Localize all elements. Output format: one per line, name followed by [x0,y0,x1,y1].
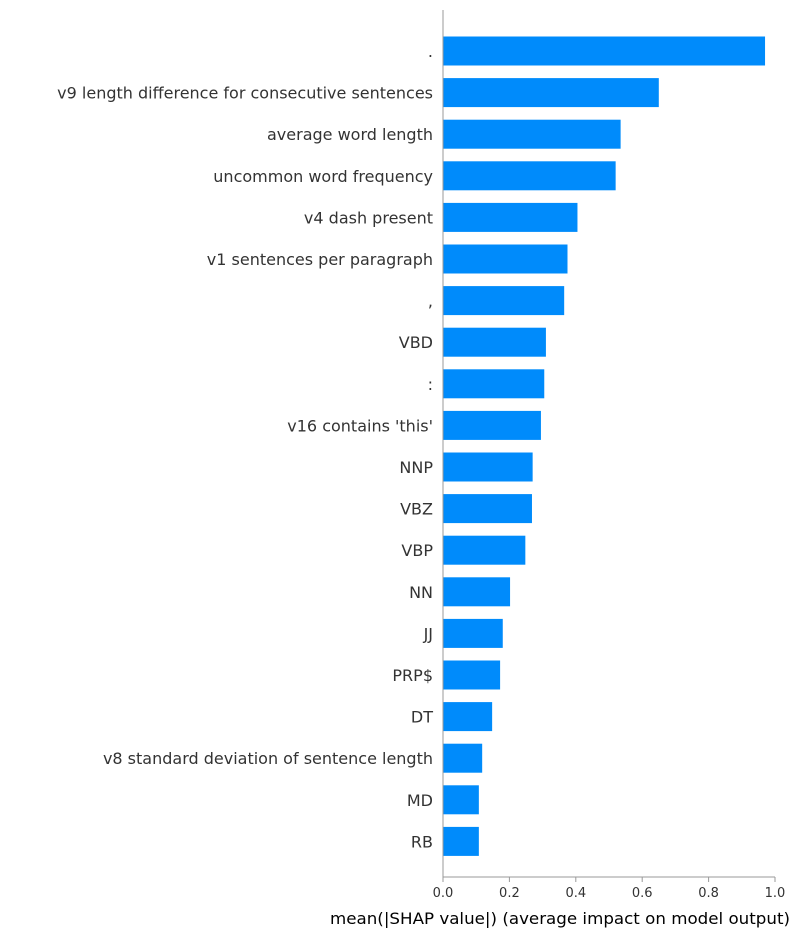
bar [443,826,479,856]
category-label: VBP [401,541,433,560]
bar [443,577,511,607]
category-label: VBZ [400,500,433,519]
category-label: v1 sentences per paragraph [207,250,433,269]
bar [443,161,616,191]
category-label: , [428,292,433,311]
category-label: VBD [399,333,433,352]
bar [443,410,541,440]
category-label: MD [407,791,433,810]
category-label: uncommon word frequency [213,167,433,186]
x-tick-label: 0.8 [698,886,719,901]
x-tick-label: 1.0 [765,886,786,901]
bar [443,660,501,690]
bars-group [443,36,766,856]
x-axis-title: mean(|SHAP value|) (average impact on mo… [330,909,790,928]
x-tick-label: 0.4 [565,886,586,901]
bar [443,618,503,648]
bar [443,494,532,524]
bar [443,78,659,108]
bar [443,452,533,482]
bar [443,702,493,732]
category-labels: . v9 length difference for consecutive se… [57,42,433,851]
category-label: : [428,375,433,394]
category-label: DT [411,708,433,727]
x-tick-label: 0.0 [433,886,454,901]
bar [443,743,483,773]
bar [443,535,526,565]
bar [443,785,479,815]
x-ticks: 0.0 0.2 0.4 0.6 0.8 1.0 [433,877,786,901]
category-label: PRP$ [392,666,433,685]
category-label: RB [411,832,433,851]
x-tick-label: 0.2 [499,886,520,901]
bar [443,202,578,232]
x-tick-label: 0.6 [632,886,653,901]
bar [443,119,621,149]
bar [443,327,546,357]
bar [443,369,545,399]
category-label: average word length [267,125,433,144]
bar [443,286,565,316]
category-label: v8 standard deviation of sentence length [103,749,433,768]
category-label: . [428,42,433,61]
category-label: NNP [399,458,433,477]
category-label: v4 dash present [304,208,433,227]
category-label: v16 contains 'this' [287,416,433,435]
category-label: NN [409,583,433,602]
bar [443,244,568,274]
bar [443,36,766,66]
category-label: JJ [423,624,433,643]
category-label: v9 length difference for consecutive sen… [57,84,433,103]
